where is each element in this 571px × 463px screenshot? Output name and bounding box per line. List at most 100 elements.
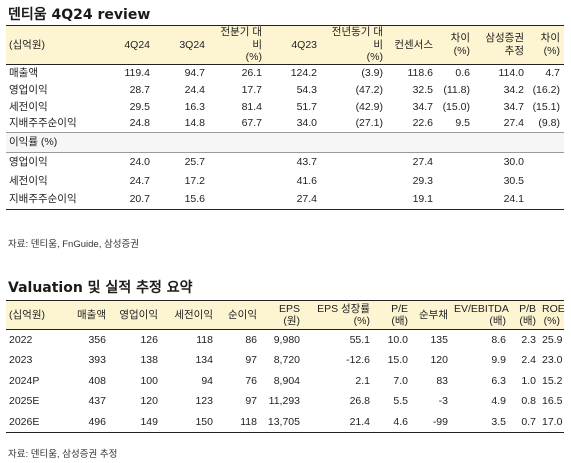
table-cell: 16.3 [184,100,205,113]
table-cell: 97 [245,395,257,408]
table-cell: 15.2 [542,374,563,387]
column-header-text: (%) [353,315,370,327]
table-cell [209,152,266,171]
column-header: 차이 (%) [437,25,474,65]
table-cell: 15.6 [154,190,209,210]
column-header-text: (십억원) [9,38,45,51]
column-header-text: (배) [391,315,408,327]
table-cell: 19.1 [387,190,437,210]
table-cell: 21.4 [304,411,374,433]
table-cell: 9,980 [273,334,300,346]
table-cell: 15.0 [387,354,408,367]
table-cell: 24.4 [184,83,205,96]
column-header-text: 차이 [540,32,560,45]
table-cell: 76 [245,374,257,387]
column-header-text: 컨센서스 [394,38,433,51]
column-header-text: ROE [542,302,565,315]
table-cell: 20.7 [104,190,154,210]
column-header-text: 차이 [450,32,470,45]
table-cell: 356 [88,334,106,346]
table-cell: 29.5 [129,100,150,113]
table-cell: 34.0 [296,117,317,130]
table-cell: (47.2) [355,83,383,96]
column-header: 영업이익 [110,300,162,330]
table-cell: (15.1) [532,100,560,113]
column-header-text: (배) [489,315,506,327]
column-header: ROE (%) [540,300,565,330]
table-cell: 2.3 [521,334,536,346]
column-header-text: EPS [278,302,300,315]
table-cell: 11,293 [268,395,300,408]
table-row: 2024P 408 100 94 76 8,904 2.1 7.0 83 6.3 1.0 15.2 [6,371,564,392]
table-row: 2025E 437 120 123 97 11,293 26.8 5.5 -3 4.9 0.8 16.… [6,391,564,412]
row-label: 매출액 [9,66,38,79]
table-cell: 134 [195,354,213,367]
column-header: 4Q23 [266,25,321,65]
table-cell: 30.0 [503,155,524,168]
row-label: 2024P [9,374,40,387]
table-cell: 24.8 [129,117,150,130]
table-row: 매출액 119.4 94.7 26.1 124.2 (3.9) 118.6 0.6 114.0 4… [6,64,564,81]
column-header-text: 삼성증권 [485,32,524,45]
column-header-text: 순이익 [228,308,257,321]
table-cell: 41.6 [296,174,317,187]
column-header-text: 매출액 [77,308,106,321]
table-cell: 25.7 [184,155,205,168]
table-cell: 86 [245,334,257,346]
table-cell [437,152,474,171]
column-header-text: 전분기 대비 [220,26,262,51]
table-cell: 30.5 [503,174,524,187]
table-cell: 7.0 [393,374,408,387]
table2-source: 자료: 덴티움, 삼성증권 추정 [8,449,118,460]
table-cell: 94.7 [184,66,205,79]
table-cell: 8.6 [491,334,506,346]
column-header: 컨센서스 [387,25,437,65]
column-header-text: 4Q23 [291,38,317,51]
table-cell: 496 [66,411,110,433]
table-cell: 4.9 [491,395,506,408]
table-cell: 26.8 [349,395,370,408]
column-header-text: (%) [453,44,470,57]
table-cell: 55.1 [349,334,370,346]
table-cell: 126 [140,334,158,346]
table-cell [437,171,474,190]
table-cell: 17.7 [241,83,262,96]
table1-source: 자료: 덴티움, FnGuide, 삼성증권 [8,239,139,250]
table-cell: 118 [196,334,213,346]
column-header-text: 세전이익 [174,308,213,321]
row-label: 세전이익 [9,174,48,187]
table-cell: 138 [140,354,158,367]
table-row: 2026E 496 149 150 118 13,705 21.4 4.6 -99 3.5 0.7 1… [6,411,564,433]
table-row: 2023 393 138 134 97 8,720 -12.6 15.0 120 9.9 2.4 23… [6,350,564,371]
column-header-text: P/B [519,302,536,315]
table-cell: 5.5 [393,395,408,408]
table-cell: 3.5 [452,411,510,433]
column-header-text: 순부채 [419,308,448,321]
table-cell [321,152,387,171]
table-cell: 10.0 [387,334,408,346]
table2-title: Valuation 및 실적 추정 요약 [8,280,193,296]
table-cell: 120 [430,354,448,367]
table-row: 2022 356 126 118 86 9,980 55.1 10.0 135 8.6 2.3 25.… [6,330,564,351]
table-cell: 120 [140,395,158,408]
table-cell: 13,705 [261,411,304,433]
column-header-text: (%) [543,315,560,327]
table-cell: 27.4 [266,190,321,210]
table-cell: 2.1 [355,374,370,387]
section-label-margin: 이익률 (%) [6,131,564,153]
table-cell: 1.0 [521,374,536,387]
column-header-text: (%) [245,51,262,63]
table-cell: 22.6 [412,117,433,130]
table-cell: 8,720 [273,354,300,367]
table-cell: 124.2 [290,66,317,79]
column-header: (십억원) [6,25,104,65]
table-cell: 0.7 [510,411,540,433]
table-cell: 0.6 [455,66,470,79]
column-header: 순부채 [412,300,452,330]
table-cell [209,171,266,190]
column-header: 전년동기 대비 (%) [321,25,387,65]
table-cell: 118 [217,411,261,433]
table-cell: 100 [140,374,158,387]
table-cell [321,190,387,210]
review-table: (십억원) 4Q24 3Q24 전분기 대비 (%) 4Q23 전년동기 대비 (%) 컨센서스… [6,25,564,210]
